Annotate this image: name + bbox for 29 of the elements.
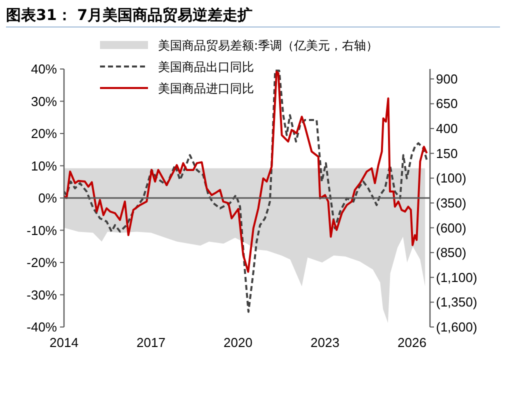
y-tick-label: 40% [30,62,58,76]
chart-title: 图表31： 7月美国商品贸易逆差走扩 [6,6,253,24]
x-tick-label: 2026 [398,335,426,350]
y-tick-label: -40% [26,320,58,334]
y-tick-label: 20% [30,126,58,141]
y2-tick-label: (1,350) [436,294,478,310]
x-tick-label: 2017 [136,335,166,350]
x-tick-label: 2023 [310,335,340,350]
y-tick-label: -30% [26,287,58,302]
y2-tick-label: (100) [436,170,466,186]
legend-label: 美国商品出口同比 [158,60,254,74]
y2-tick-label: (350) [436,195,466,210]
y2-tick-label: (1,600) [436,320,478,334]
y-tick-label: -20% [26,255,58,270]
y-tick-label: 0% [38,190,58,206]
x-tick-label: 2020 [224,335,252,350]
y2-tick-label: (600) [436,220,466,236]
y2-tick-label: (1,100) [436,270,478,285]
y-tick-label: 30% [30,94,58,109]
y2-tick-label: (850) [436,245,466,260]
y2-tick-label: 900 [436,71,458,86]
y2-tick-label: 150 [436,146,458,161]
y-tick-label: 10% [30,158,58,174]
legend-label: 美国商品进口同比 [158,82,254,96]
y2-tick-label: 400 [436,121,458,136]
x-tick-label: 2014 [50,335,78,350]
y2-tick-label: 650 [436,96,458,112]
y-tick-label: -10% [26,222,58,238]
legend-label: 美国商品贸易差额:季调（亿美元，右轴） [158,38,378,52]
